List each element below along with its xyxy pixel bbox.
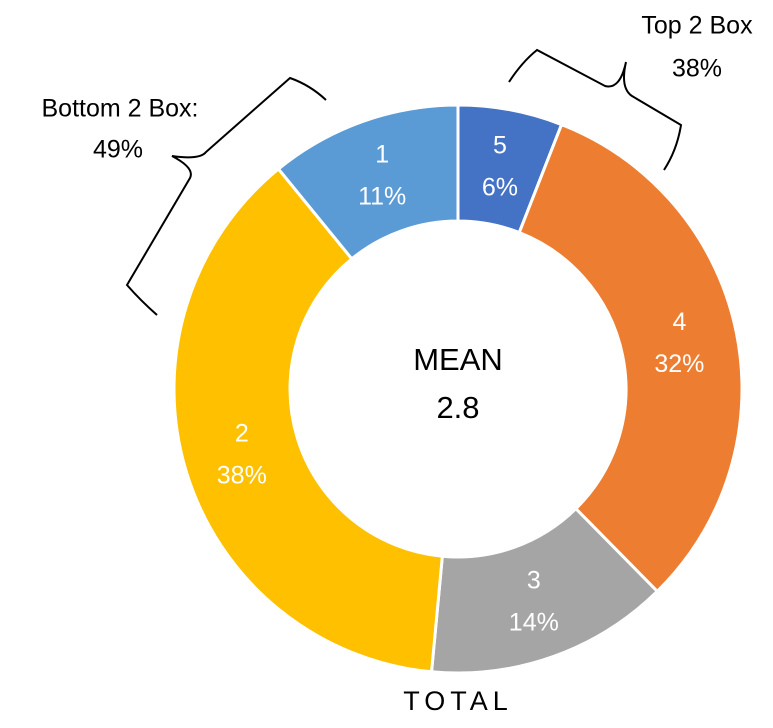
slice-category: 5 [493, 132, 507, 160]
slice [517, 122, 744, 594]
slice-value-label: 14% [509, 609, 559, 637]
bracket [508, 48, 683, 171]
donut [172, 103, 744, 675]
slice-value-label: 38% [217, 461, 267, 489]
slice-value-label: 11% [358, 183, 406, 211]
annotation: Bottom 2 Box: [41, 95, 198, 123]
slice-value-label: 6% [482, 174, 518, 202]
annotation-value: 38% [672, 55, 722, 83]
center-value: 2.8 [436, 390, 479, 425]
slice-value-label: 32% [654, 350, 704, 378]
center-title: MEAN [413, 342, 503, 377]
x-label: TOTAL [403, 686, 513, 716]
slice-category: 1 [375, 141, 389, 169]
bracket [125, 76, 327, 316]
slice-category: 3 [527, 567, 541, 595]
annotation: Top 2 Box [641, 12, 753, 40]
slice-category: 4 [672, 308, 686, 336]
slice-category: 2 [235, 419, 249, 447]
slice [276, 103, 460, 261]
slice [172, 166, 444, 674]
annotation-value: 49% [93, 136, 143, 164]
